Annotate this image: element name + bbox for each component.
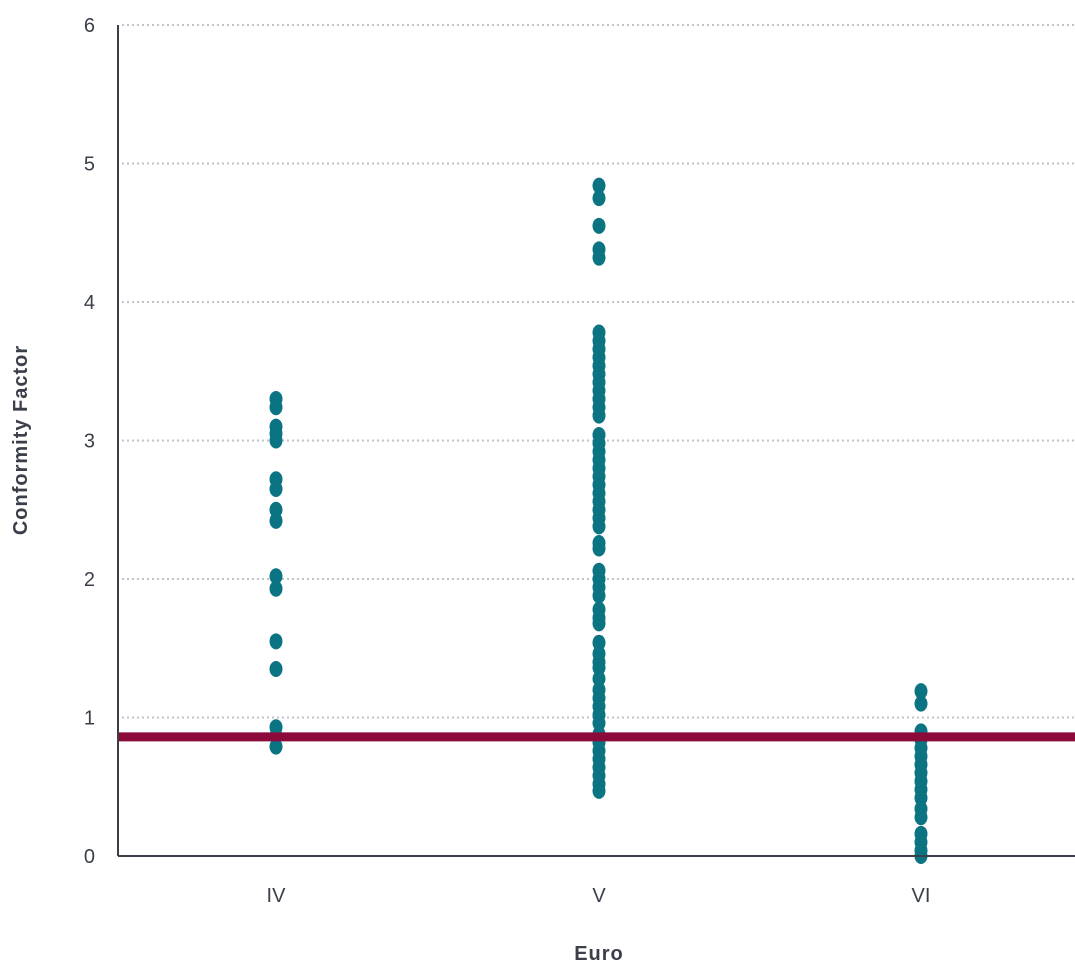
data-point-euro-v	[592, 249, 606, 266]
data-point-euro-iv	[269, 568, 283, 585]
data-point-euro-iv	[269, 399, 283, 416]
y-tick-label: 3	[84, 431, 95, 453]
data-point-euro-iv	[269, 501, 283, 518]
data-point-euro-v	[592, 518, 606, 535]
data-point-euro-v	[592, 217, 606, 234]
x-tick-label: V	[592, 885, 606, 907]
data-point-euro-vi	[914, 683, 928, 700]
data-point-euro-iv	[269, 661, 283, 678]
data-point-euro-vi	[914, 789, 928, 806]
data-point-euro-v	[592, 715, 606, 732]
y-tick-label: 0	[84, 846, 95, 868]
data-point-euro-iv	[269, 580, 283, 597]
data-point-euro-v	[592, 782, 606, 799]
y-tick-label: 5	[84, 154, 95, 176]
y-tick-label: 2	[84, 569, 95, 591]
data-point-euro-iv	[269, 738, 283, 755]
data-points	[269, 177, 928, 864]
data-point-euro-v	[592, 190, 606, 207]
data-point-euro-v	[592, 659, 606, 676]
data-point-euro-v	[592, 587, 606, 604]
y-tick-label: 4	[84, 292, 95, 314]
data-point-euro-v	[592, 615, 606, 632]
x-tick-label: IV	[267, 885, 287, 907]
y-axis-title: Conformity Factor	[10, 345, 32, 535]
x-axis-title: Euro	[574, 943, 624, 962]
data-point-euro-iv	[269, 480, 283, 497]
y-tick-labels: 0 1 2 3 4 5 6	[84, 15, 95, 868]
data-point-euro-v	[592, 670, 606, 687]
data-point-euro-v	[592, 634, 606, 651]
data-point-euro-iv	[269, 432, 283, 449]
x-tick-labels: IV V VI	[267, 885, 931, 907]
data-point-euro-v	[592, 177, 606, 194]
data-point-euro-v	[592, 407, 606, 424]
y-tick-label: 1	[84, 708, 95, 730]
data-point-euro-vi	[914, 695, 928, 712]
data-point-euro-v	[592, 540, 606, 557]
y-tick-label: 6	[84, 15, 95, 37]
data-point-euro-iv	[269, 512, 283, 529]
x-tick-label: VI	[912, 885, 931, 907]
data-point-euro-vi	[914, 809, 928, 826]
data-point-euro-iv	[269, 633, 283, 650]
